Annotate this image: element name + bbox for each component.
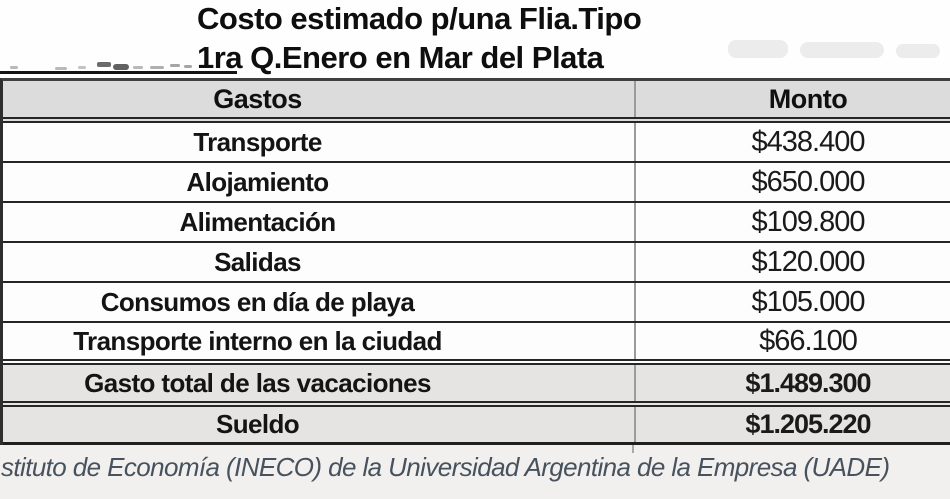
erased-text-smudge [113, 64, 129, 70]
jpeg-ghost-artifact [800, 42, 884, 58]
monto-cell: $1.205.220 [636, 407, 950, 442]
gasto-label: Alimentación [179, 206, 336, 237]
monto-cell: $1.489.300 [636, 365, 950, 401]
page-title-line1: Costo estimado p/una Flia.Tipo [197, 1, 642, 36]
column-header-monto: Monto [636, 81, 950, 117]
gasto-label: Transporte interno en la ciudad [73, 325, 442, 356]
monto-value: $438.400 [751, 125, 866, 158]
monto-cell: $650.000 [636, 163, 950, 201]
monto-cell: $438.400 [636, 123, 950, 161]
monto-value: $650.000 [751, 165, 866, 198]
title-underline [0, 71, 237, 74]
gasto-cell: Consumos en día de playa [3, 283, 636, 321]
erased-text-smudge [55, 67, 67, 70]
erased-text-smudge [133, 66, 143, 69]
table-row-sueldo: Sueldo $1.205.220 [3, 407, 950, 445]
erased-text-smudge [184, 65, 192, 68]
gasto-cell: Alojamiento [3, 163, 636, 201]
table-row-total: Gasto total de las vacaciones $1.489.300 [3, 365, 950, 407]
page-title: Costo estimado p/una Flia.Tipo 1ra Q.Ene… [197, 0, 642, 77]
erased-text-smudge [78, 66, 86, 69]
erased-text-smudge [10, 66, 18, 69]
table-row: Alojamiento $650.000 [3, 163, 950, 203]
gasto-cell: Salidas [3, 243, 636, 281]
column-header-gastos-label: Gastos [213, 83, 302, 114]
column-header-monto-label: Monto [768, 83, 848, 114]
monto-value: $1.489.300 [745, 367, 871, 398]
footer-band: stituto de Economía (INECO) de la Univer… [0, 445, 950, 499]
monto-value: $66.100 [759, 324, 858, 357]
gasto-cell: Sueldo [3, 407, 636, 442]
gasto-cell: Alimentación [3, 203, 636, 241]
cost-table: Gastos Monto Transporte $438.400 Alojami… [0, 78, 950, 445]
gasto-cell: Transporte interno en la ciudad [3, 323, 636, 359]
monto-value: $105.000 [751, 285, 866, 318]
gasto-label: Consumos en día de playa [100, 286, 415, 317]
gasto-label: Salidas [214, 246, 301, 277]
column-divider-remnant [632, 445, 634, 453]
table-row: Transporte $438.400 [3, 123, 950, 163]
table-row: Consumos en día de playa $105.000 [3, 283, 950, 323]
monto-value: $120.000 [751, 245, 866, 278]
page-title-line2: 1ra Q.Enero en Mar del Plata [197, 40, 604, 75]
monto-cell: $105.000 [636, 283, 950, 321]
monto-cell: $66.100 [636, 323, 950, 359]
monto-value: $1.205.220 [745, 409, 871, 439]
gasto-label: Transporte [193, 126, 322, 157]
erased-text-smudge [150, 66, 164, 69]
table-row: Alimentación $109.800 [3, 203, 950, 243]
gasto-cell: Gasto total de las vacaciones [3, 365, 636, 401]
gasto-cell: Transporte [3, 123, 636, 161]
monto-cell: $109.800 [636, 203, 950, 241]
jpeg-ghost-artifact [728, 40, 788, 58]
erased-text-smudge [170, 64, 180, 67]
column-header-gastos: Gastos [3, 81, 636, 117]
table-header-row: Gastos Monto [3, 81, 950, 123]
erased-text-smudge [97, 62, 111, 67]
source-attribution: stituto de Economía (INECO) de la Univer… [1, 452, 890, 482]
table-row: Transporte interno en la ciudad $66.100 [3, 323, 950, 365]
gasto-label: Alojamiento [186, 166, 329, 197]
monto-value: $109.800 [751, 205, 866, 238]
gasto-label: Gasto total de las vacaciones [84, 367, 431, 398]
table-row: Salidas $120.000 [3, 243, 950, 283]
gasto-label: Sueldo [215, 409, 300, 439]
jpeg-ghost-artifact [896, 44, 940, 58]
monto-cell: $120.000 [636, 243, 950, 281]
